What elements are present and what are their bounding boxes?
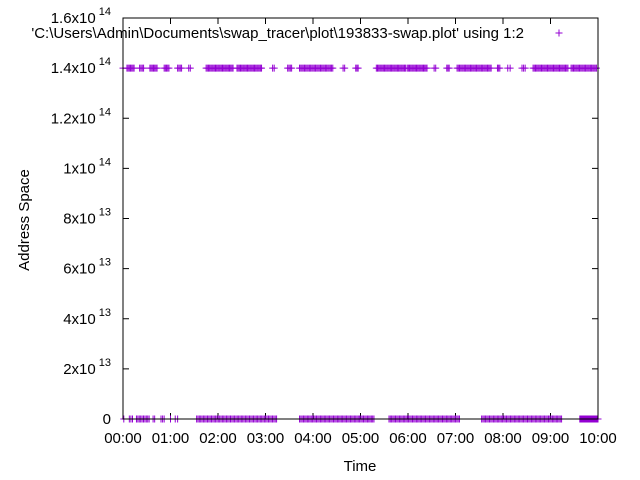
y-axis-label: Address Space (16, 169, 33, 271)
y-tick-label: 1.6x10 14 (51, 6, 111, 27)
y-tick-label: 1.2x10 14 (51, 106, 111, 127)
y-tick-label: 4x10 13 (63, 307, 111, 328)
y-tick-label: 1.4x10 14 (51, 56, 111, 77)
x-tick-label: 01:00 (152, 430, 190, 447)
data-point (140, 64, 148, 72)
data-point (354, 64, 362, 72)
y-tick-labels: 0 2x10 13 4x10 13 6x10 13 8x10 13 1x10 14 1.2x10 14 1… (51, 6, 111, 428)
y-tick-label: 1x10 14 (63, 156, 111, 177)
y-tick-label: 8x10 13 (63, 207, 111, 228)
data-point (432, 64, 440, 72)
x-tick-label: 09:00 (532, 430, 570, 447)
x-tick-label: 10:00 (579, 430, 617, 447)
x-tick-label: 03:00 (247, 430, 285, 447)
data-point (496, 64, 504, 72)
x-tick-label: 07:00 (437, 430, 475, 447)
x-tick-label: 08:00 (484, 430, 522, 447)
data-point (288, 64, 296, 72)
data-point (165, 64, 173, 72)
data-point (445, 64, 453, 72)
y-tick-label: 6x10 13 (63, 257, 111, 278)
data-point (178, 64, 186, 72)
data-point (506, 64, 514, 72)
data-point (270, 64, 278, 72)
data-point (592, 64, 600, 72)
data-point (487, 64, 495, 72)
x-tick-label: 04:00 (294, 430, 332, 447)
plot-frame (122, 17, 599, 420)
data-point (521, 64, 529, 72)
x-tick-label: 00:00 (104, 430, 142, 447)
x-tick-labels: 00:00 01:00 02:00 03:00 04:00 05:00 06:00 07:00… (104, 430, 617, 447)
data-point (153, 64, 161, 72)
legend-entry-label: 'C:\Users\Admin\Documents\swap_tracer\pl… (31, 25, 524, 42)
data-points (119, 64, 602, 423)
legend-marker-symbol (555, 29, 563, 37)
data-point (258, 64, 266, 72)
data-point (186, 64, 194, 72)
x-tick-label: 02:00 (199, 430, 237, 447)
y-tick-marks (123, 17, 598, 420)
data-point (341, 64, 349, 72)
data-point (329, 64, 337, 72)
x-axis-label: Time (344, 458, 377, 475)
x-tick-label: 05:00 (342, 430, 380, 447)
y-tick-label: 0 (103, 411, 111, 428)
data-point (423, 64, 431, 72)
legend-marker (555, 29, 563, 37)
y-tick-label: 2x10 13 (63, 357, 111, 378)
x-tick-label: 06:00 (389, 430, 427, 447)
x-tick-marks (122, 18, 599, 419)
